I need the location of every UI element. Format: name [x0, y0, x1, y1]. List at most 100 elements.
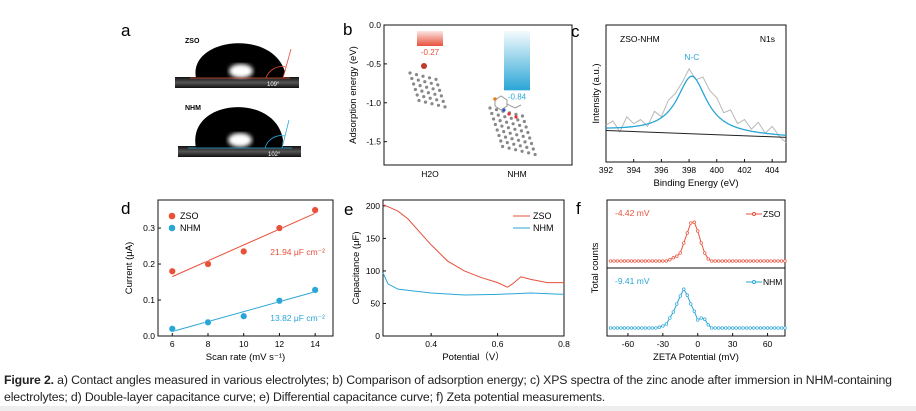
x-tick-label: -30	[657, 339, 670, 349]
panel-e-chart: e 0.4 0.6 0.8 0 50 100 150 200 Potential（V） Capaci…	[344, 199, 570, 363]
data-point-nhm	[622, 326, 627, 330]
data-point-zso	[776, 259, 780, 263]
atom	[502, 108, 506, 112]
distribution-line-nhm	[610, 288, 785, 329]
data-point-zso	[643, 259, 648, 263]
data-point-zso	[640, 259, 644, 263]
panel-letter-b: b	[343, 20, 352, 39]
data-point-nhm	[765, 326, 770, 330]
panel-letter-a: a	[121, 21, 131, 40]
lattice-atom	[425, 85, 429, 89]
data-point-zso	[668, 258, 672, 262]
lattice-atom	[429, 81, 433, 85]
data-point-nhm	[699, 316, 703, 320]
y-tick-label: -1.0	[366, 98, 381, 108]
data-point-nhm	[783, 326, 787, 330]
panel-c-chart: c 392 394 396 398 400 402 404 Binding Energy (eV…	[571, 22, 787, 189]
data-point-nhm	[727, 326, 731, 330]
data-point-nhm	[730, 326, 735, 330]
data-point-nhm	[720, 326, 724, 330]
data-point-nhm	[654, 326, 658, 330]
droplet-image-zso: ZSO 109°	[175, 38, 299, 88]
x-tick-label: 60	[763, 339, 773, 349]
lattice-atom	[518, 123, 522, 127]
data-point-zso	[168, 267, 176, 275]
fit-line-zso	[172, 212, 316, 278]
data-point-zso	[713, 259, 717, 263]
lattice-atom	[512, 142, 516, 146]
data-point-zso	[730, 259, 735, 263]
legend-label: NHM	[763, 277, 782, 287]
legend-marker	[752, 212, 756, 216]
data-point-nhm	[734, 326, 738, 330]
data-point-nhm	[619, 326, 623, 330]
lattice-atom	[501, 144, 505, 149]
lattice-atom	[513, 127, 517, 131]
lattice-atom	[423, 100, 428, 104]
x-axis-label: Potential（V）	[442, 351, 504, 363]
data-point-nhm	[717, 326, 721, 330]
lattice-atom	[500, 124, 504, 128]
data-point-nhm	[608, 326, 613, 330]
data-point-nhm	[675, 302, 679, 306]
y-tick-label: 0.1	[143, 295, 155, 305]
data-point-nhm	[769, 326, 773, 330]
lattice-atom	[526, 130, 530, 135]
x-tick-label: 400	[710, 165, 724, 175]
plot-frame	[383, 24, 573, 166]
lattice-atom	[524, 125, 528, 129]
lattice-atom	[503, 115, 507, 119]
plot-frame	[382, 199, 565, 337]
data-point-zso	[678, 251, 682, 255]
data-point-nhm	[758, 326, 763, 330]
data-point-nhm	[710, 326, 714, 330]
y-tick-label: 0	[375, 331, 380, 341]
x-tick-label: 404	[765, 165, 779, 175]
plot-frame	[157, 199, 334, 337]
lattice-atom	[436, 103, 441, 107]
droplet	[195, 107, 283, 148]
data-point-nhm	[776, 326, 780, 330]
lattice-atom	[408, 71, 412, 75]
lattice-atom	[430, 102, 434, 106]
data-point-nhm	[762, 326, 766, 330]
lattice-atom	[431, 87, 435, 91]
lattice-atom	[492, 117, 496, 121]
legend-label: ZSO	[763, 209, 781, 219]
data-point-zso	[744, 259, 749, 263]
data-point-nhm	[657, 325, 662, 329]
lattice-atom	[505, 120, 509, 124]
x-axis-label: ZETA Potential (mV)	[653, 352, 739, 363]
data-point-zso	[654, 259, 658, 263]
lattice-atom	[423, 80, 427, 84]
data-point-nhm	[744, 326, 749, 330]
lattice-atom	[516, 138, 521, 142]
lattice-atom	[433, 92, 437, 96]
x-tick-label: 402	[737, 165, 751, 175]
curve-nhm	[382, 272, 565, 296]
lattice-atom	[493, 122, 497, 127]
data-point-zso	[765, 259, 770, 263]
droplet-highlight	[228, 133, 252, 147]
lattice-atom	[521, 134, 525, 138]
data-point-nhm	[168, 325, 176, 333]
data-point-zso	[633, 259, 637, 263]
data-point-zso	[689, 221, 693, 225]
data-point-zso	[650, 259, 655, 263]
data-point-zso	[664, 259, 668, 263]
x-tick-label: NHM	[507, 169, 526, 179]
data-point-nhm	[678, 294, 682, 298]
tangent-line	[282, 48, 292, 79]
x-tick-label: 8	[206, 339, 211, 349]
lattice-atom	[420, 89, 424, 93]
region-annotation: N1s	[760, 34, 775, 44]
lattice-atom	[441, 99, 445, 103]
figure-caption: Figure 2. a) Contact angles measured in …	[4, 372, 914, 406]
lattice-atom	[421, 74, 425, 78]
nhm-molecule-icon	[494, 95, 522, 111]
lattice-atom	[412, 82, 416, 86]
data-point-zso	[703, 251, 707, 255]
data-point-nhm	[661, 324, 665, 328]
y-axis-label: Adsorption energy (eV)	[348, 46, 359, 144]
data-point-zso	[675, 254, 679, 258]
